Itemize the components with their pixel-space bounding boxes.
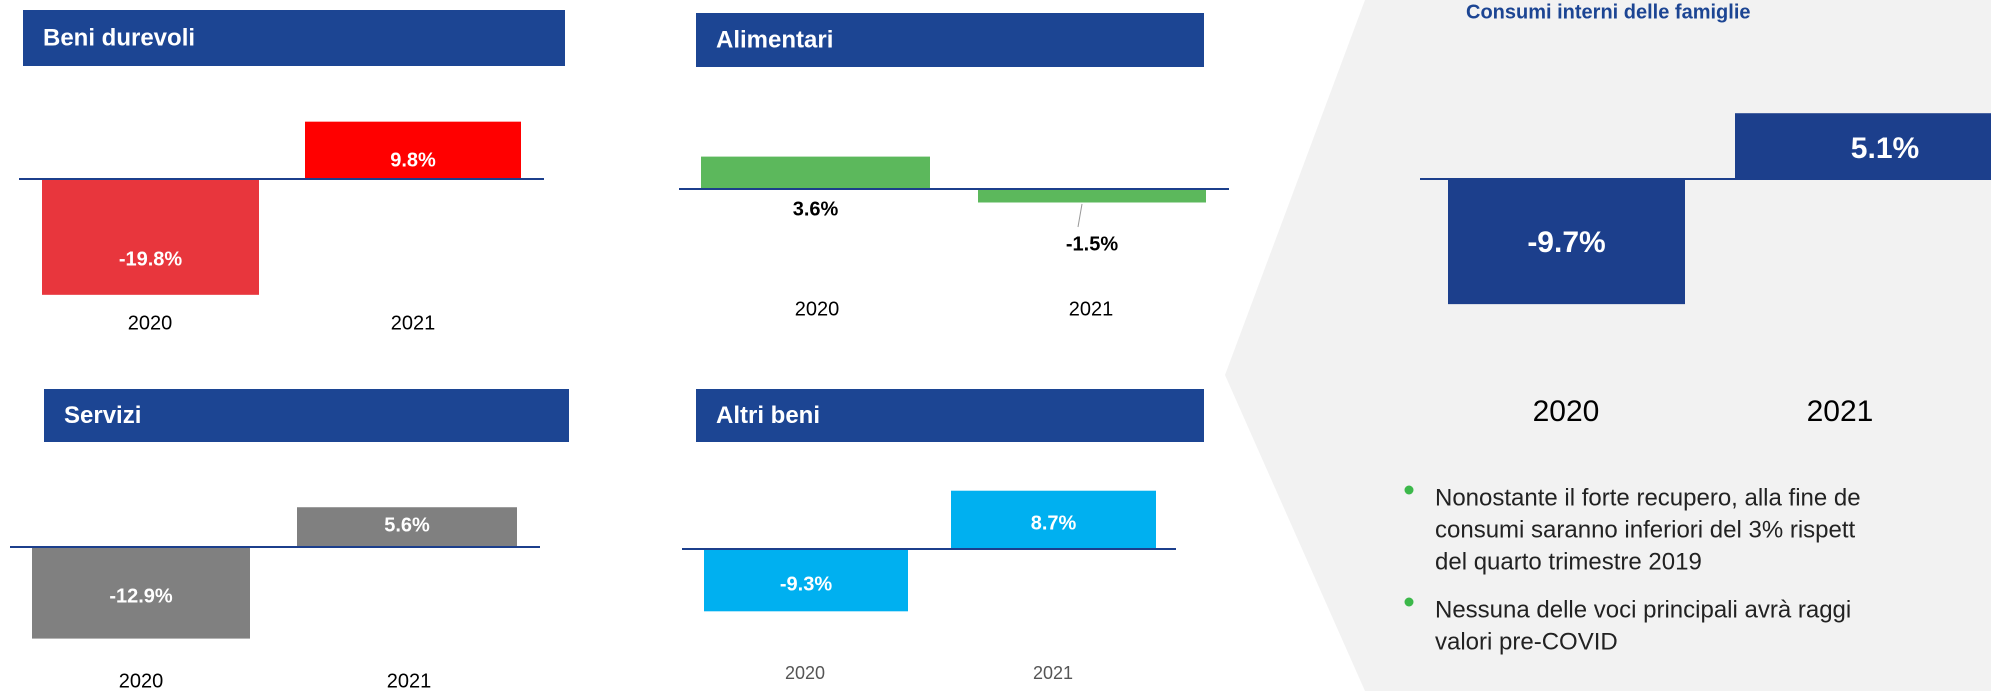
value-label: -9.3% xyxy=(780,573,832,595)
bar xyxy=(297,507,517,547)
panel-header xyxy=(696,13,1204,67)
bar xyxy=(1448,179,1685,305)
bar xyxy=(704,549,908,612)
x-tick-label: 2020 xyxy=(795,298,840,320)
value-label: -12.9% xyxy=(109,585,173,607)
panel-header xyxy=(44,389,569,442)
bar xyxy=(978,189,1206,203)
bar xyxy=(32,547,250,639)
x-tick-label: 2020 xyxy=(119,670,164,691)
bar xyxy=(701,156,930,189)
bar xyxy=(951,490,1156,549)
leader-line xyxy=(1077,203,1083,228)
panel-header xyxy=(696,389,1204,442)
bullet-text: Nessuna delle voci principali avrà raggi xyxy=(1435,596,1851,623)
bullet-text: consumi saranno inferiori del 3% rispett xyxy=(1435,516,1856,543)
x-tick-label: 2021 xyxy=(391,312,436,334)
panel-title: Alimentari xyxy=(716,26,833,53)
value-label: 5.1% xyxy=(1851,132,1919,165)
bullet-text: valori pre-COVID xyxy=(1435,628,1618,655)
value-label: -1.5% xyxy=(1066,233,1118,255)
bar xyxy=(305,121,521,179)
x-tick-label: 2021 xyxy=(1033,663,1073,683)
value-label: 8.7% xyxy=(1031,512,1077,534)
bullet-dot xyxy=(1404,485,1414,495)
x-tick-label: 2021 xyxy=(1807,395,1874,428)
x-tick-label: 2021 xyxy=(1069,298,1114,320)
x-tick-label: 2020 xyxy=(1533,395,1600,428)
panel-title: Consumi interni delle famiglie xyxy=(1466,1,1751,23)
bullet-text: Nonostante il forte recupero, alla fine … xyxy=(1435,484,1861,511)
x-tick-label: 2020 xyxy=(128,312,173,334)
panel-title: Altri beni xyxy=(716,402,820,429)
panel-header xyxy=(23,10,565,66)
panel-title: Beni durevoli xyxy=(43,24,195,51)
bar xyxy=(1735,113,1991,179)
background-chevron xyxy=(1225,0,1991,691)
bullet-text: del quarto trimestre 2019 xyxy=(1435,548,1702,575)
value-label: 9.8% xyxy=(390,149,436,171)
panel-title: Servizi xyxy=(64,402,141,429)
value-label: 3.6% xyxy=(793,198,839,220)
bar xyxy=(42,179,259,295)
value-label: -9.7% xyxy=(1527,226,1605,259)
x-tick-label: 2020 xyxy=(785,663,825,683)
bullet-dot xyxy=(1404,597,1414,607)
value-label: 5.6% xyxy=(384,514,430,536)
value-label: -19.8% xyxy=(119,248,183,270)
x-tick-label: 2021 xyxy=(387,670,432,691)
